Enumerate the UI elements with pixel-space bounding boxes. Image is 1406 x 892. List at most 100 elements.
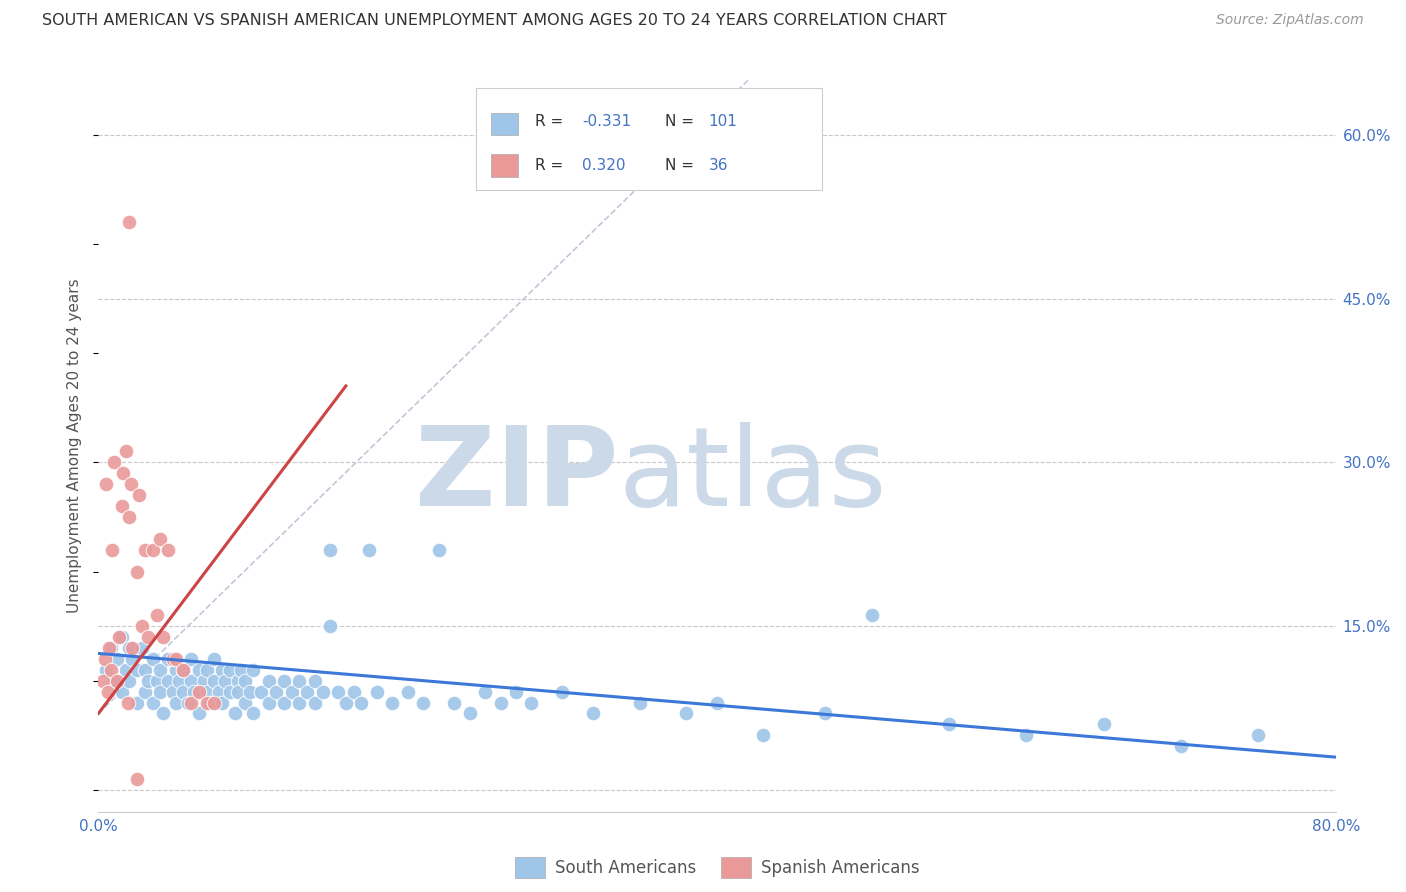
Point [118,640,141,655]
Point [458,706,481,721]
FancyBboxPatch shape [491,112,517,136]
Text: R =: R = [536,114,568,129]
Point [257,673,280,688]
Text: N =: N = [665,114,699,129]
Point [103,455,125,469]
Point [111,684,134,698]
Point [250,684,273,698]
Legend: South Americans, Spanish Americans: South Americans, Spanish Americans [505,847,929,888]
Text: atlas: atlas [619,422,887,529]
Point [214,673,236,688]
Point [208,684,231,698]
Point [165,652,187,666]
Point [91,673,114,688]
Point [142,542,165,557]
Point [96,477,118,491]
FancyBboxPatch shape [475,87,823,190]
Point [188,663,211,677]
Point [96,663,118,677]
Point [204,652,226,666]
Point [412,696,434,710]
Point [520,696,543,710]
Point [152,630,174,644]
Point [127,696,149,710]
Point [195,684,218,698]
Point [117,696,139,710]
Point [107,630,129,644]
Point [193,673,215,688]
Point [628,696,651,710]
Point [173,684,195,698]
Point [173,663,195,677]
Point [582,706,605,721]
Point [180,652,202,666]
Point [118,673,141,688]
Point [474,684,496,698]
Point [229,663,252,677]
Point [127,772,149,786]
Point [146,608,169,623]
Point [105,652,128,666]
Point [288,696,311,710]
Point [121,652,143,666]
Point [242,663,264,677]
FancyBboxPatch shape [491,154,517,177]
Point [152,706,174,721]
Point [326,684,350,698]
Point [134,684,156,698]
Y-axis label: Unemployment Among Ages 20 to 24 years: Unemployment Among Ages 20 to 24 years [67,278,83,614]
Point [505,684,527,698]
Point [814,706,837,721]
Point [142,696,165,710]
Point [304,696,326,710]
Point [101,542,124,557]
Point [167,673,190,688]
Text: N =: N = [665,159,699,173]
Point [112,467,135,481]
Point [149,684,172,698]
Point [226,684,249,698]
Point [100,640,122,655]
Point [173,663,195,677]
Point [188,706,211,721]
Point [131,640,153,655]
Point [180,696,202,710]
Point [226,673,249,688]
Point [257,696,280,710]
Point [343,684,366,698]
Point [319,619,342,633]
Point [157,542,180,557]
Point [288,673,311,688]
Point [224,706,246,721]
Point [427,542,450,557]
Text: R =: R = [536,159,568,173]
Point [165,663,187,677]
Point [149,532,172,546]
Text: Source: ZipAtlas.com: Source: ZipAtlas.com [1216,13,1364,28]
Point [273,696,295,710]
Point [127,663,149,677]
Point [381,696,404,710]
Point [219,684,242,698]
Point [105,673,128,688]
Point [752,728,775,742]
Point [281,684,304,698]
Text: 36: 36 [709,159,728,173]
Point [198,696,221,710]
Point [675,706,697,721]
Point [195,696,218,710]
Point [149,663,172,677]
Point [157,673,180,688]
Point [177,696,200,710]
Text: 101: 101 [709,114,737,129]
Point [396,684,419,698]
Point [134,663,156,677]
Point [118,215,141,229]
Point [239,684,262,698]
Point [273,673,295,688]
Point [1170,739,1192,754]
Point [938,717,960,731]
Point [115,444,138,458]
Point [103,673,125,688]
Point [204,673,226,688]
